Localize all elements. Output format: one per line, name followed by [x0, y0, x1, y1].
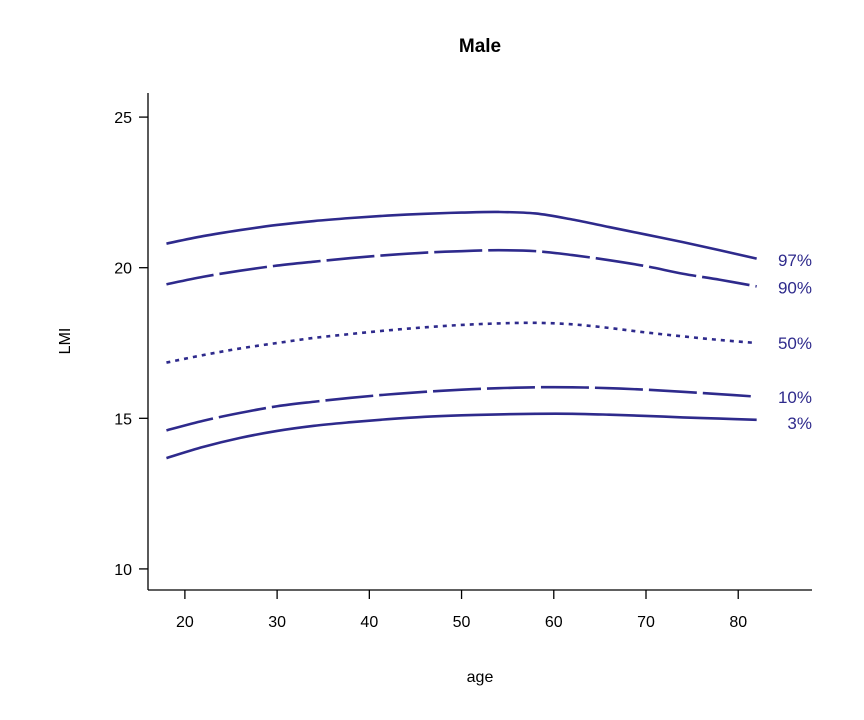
x-tick-label-30: 30	[268, 614, 286, 631]
axes	[147, 93, 812, 591]
series-line-10pct	[166, 385, 757, 432]
series-label-50pct: 50%	[778, 334, 812, 353]
chart-title: Male	[459, 36, 501, 57]
series-line-90pct	[166, 248, 757, 288]
series-label-97pct: 97%	[778, 251, 812, 270]
series-label-10pct: 10%	[778, 388, 812, 407]
x-tick-label-40: 40	[360, 614, 378, 631]
series-label-3pct: 3%	[787, 414, 812, 433]
x-tick-label-20: 20	[176, 614, 194, 631]
series-label-90pct: 90%	[778, 278, 812, 297]
series-line-50pct	[166, 321, 757, 364]
series-labels: 97% 90% 50% 10% 3%	[778, 251, 812, 433]
x-tick-label-50: 50	[453, 614, 471, 631]
series-line-97pct	[166, 210, 757, 260]
x-tick-label-70: 70	[637, 614, 655, 631]
series-line-3pct	[166, 412, 757, 460]
x-axis-label: age	[467, 669, 494, 686]
y-axis-label: LMI	[57, 328, 74, 355]
y-tick-label-20: 20	[114, 261, 132, 278]
x-ticks: 20 30 40 50 60 70 80	[176, 590, 747, 631]
y-tick-label-25: 25	[114, 110, 132, 127]
y-ticks: 10 15 20 25	[114, 110, 148, 579]
y-tick-label-15: 15	[114, 411, 132, 428]
series-lines	[166, 210, 757, 460]
x-tick-label-80: 80	[729, 614, 747, 631]
x-tick-label-60: 60	[545, 614, 563, 631]
y-tick-label-10: 10	[114, 562, 132, 579]
